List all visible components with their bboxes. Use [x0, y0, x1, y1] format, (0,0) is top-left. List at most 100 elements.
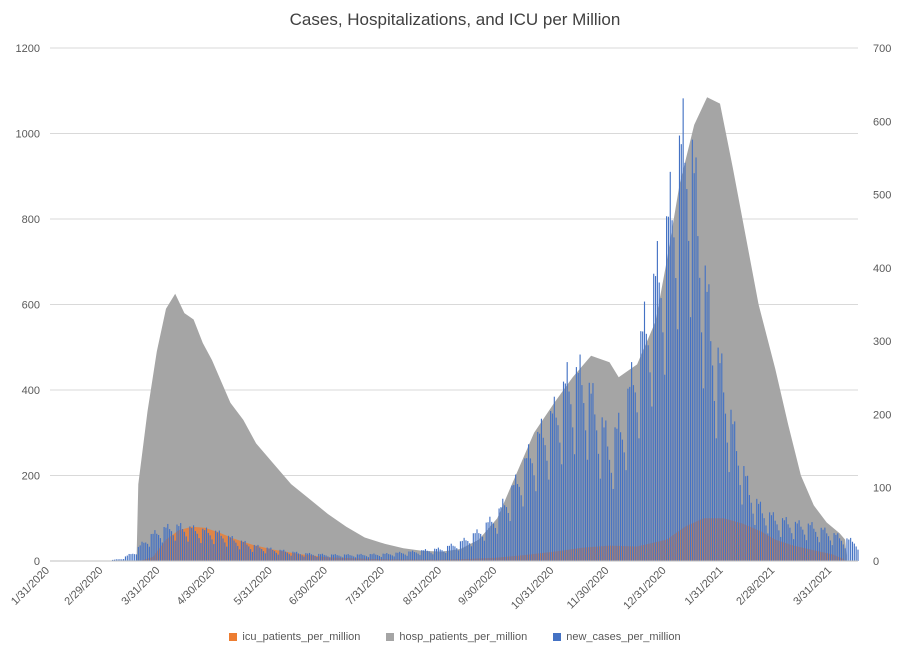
cases-bar [524, 458, 526, 561]
cases-bar [413, 552, 415, 561]
cases-bar [143, 542, 145, 561]
cases-bar [220, 535, 222, 561]
cases-bar [450, 543, 452, 561]
cases-bar [594, 414, 596, 561]
cases-bar [233, 540, 235, 561]
cases-bar [712, 365, 714, 561]
cases-bar [533, 475, 535, 561]
cases-bar [719, 363, 721, 561]
cases-bar [382, 553, 384, 561]
cases-bar [673, 237, 675, 561]
cases-bar [200, 542, 202, 561]
cases-bar [527, 444, 530, 561]
cases-bar [231, 536, 233, 561]
cases-bar [666, 216, 668, 561]
left-tick-label: 1200 [16, 43, 40, 55]
cases-bar [163, 527, 165, 561]
cases-bar [585, 430, 587, 561]
cases-bar [113, 559, 115, 561]
cases-bar [386, 553, 388, 561]
x-tick-label: 3/31/2021 [791, 565, 834, 608]
legend-label-cases: new_cases_per_million [566, 631, 681, 643]
right-tick-label: 500 [873, 190, 891, 202]
cases-bar [544, 445, 546, 561]
cases-bar [730, 409, 732, 561]
cases-bar [294, 552, 296, 561]
cases-bar [741, 504, 743, 561]
chart-title: Cases, Hospitalizations, and ICU per Mil… [289, 10, 621, 29]
cases-bar [266, 547, 268, 561]
cases-bar [224, 542, 226, 561]
legend-swatch-hosp [386, 633, 395, 641]
x-tick-label: 1/31/2021 [683, 565, 726, 608]
legend-label-hosp: hosp_patients_per_million [399, 631, 528, 643]
x-tick-label: 7/31/2020 [344, 565, 387, 608]
cases-bar [356, 554, 358, 561]
cases-bar [480, 533, 482, 561]
cases-bar [272, 550, 274, 561]
cases-bar [205, 527, 208, 561]
cases-bar [504, 505, 506, 561]
cases-bar [181, 529, 184, 561]
cases-bar [513, 485, 515, 561]
cases-bar [774, 520, 776, 561]
cases-bar [590, 393, 592, 561]
cases-bar [551, 413, 554, 561]
cases-bar [412, 550, 414, 561]
cases-bar [629, 386, 631, 561]
cases-bar [389, 554, 392, 561]
cases-bar [612, 488, 614, 561]
cases-bar [400, 553, 403, 561]
left-tick-label: 1000 [16, 129, 40, 141]
cases-bar [371, 554, 373, 561]
cases-bar [268, 548, 270, 561]
cases-bar [715, 438, 717, 561]
cases-bar [397, 552, 399, 561]
cases-bar [515, 474, 517, 561]
cases-bar [428, 551, 430, 561]
cases-bar [474, 533, 476, 561]
cases-bar [424, 549, 427, 561]
cases-bar [770, 515, 773, 561]
cases-bar [689, 317, 692, 561]
cases-bar [798, 520, 800, 561]
cases-bar [697, 236, 699, 561]
cases-bar [649, 372, 651, 561]
cases-bar [415, 552, 417, 561]
cases-bar [377, 555, 379, 561]
cases-bar [119, 559, 121, 561]
cases-bar [518, 486, 520, 561]
cases-bar [115, 559, 117, 561]
cases-bar [540, 418, 542, 561]
cases-bar [840, 540, 842, 561]
cases-bar [240, 540, 242, 561]
cases-bar [710, 341, 712, 561]
cases-bar [137, 546, 139, 561]
cases-bar [748, 495, 750, 561]
cases-bar [456, 548, 458, 561]
cases-bar [850, 537, 852, 561]
cases-bar [218, 530, 220, 561]
cases-bar [285, 551, 287, 561]
cases-bar [340, 556, 342, 561]
cases-bar [273, 551, 276, 561]
cases-bar [677, 329, 679, 561]
cases-bar [406, 555, 408, 561]
cases-bar [358, 554, 360, 561]
x-tick-label: 4/30/2020 [175, 565, 218, 608]
cases-bar [662, 332, 664, 561]
cases-bar [375, 554, 377, 561]
cases-bar [189, 526, 191, 561]
cases-bar [581, 385, 583, 561]
cases-bar [290, 555, 292, 561]
cases-bar [404, 554, 406, 561]
cases-bar [498, 508, 500, 561]
cases-bar [535, 491, 537, 561]
cases-bar [750, 502, 752, 561]
cases-bar [844, 548, 846, 561]
left-tick-label: 0 [34, 556, 40, 568]
cases-bar [141, 541, 143, 561]
cases-bar [564, 383, 566, 561]
cases-bar [165, 527, 167, 561]
cases-bar [178, 526, 180, 561]
